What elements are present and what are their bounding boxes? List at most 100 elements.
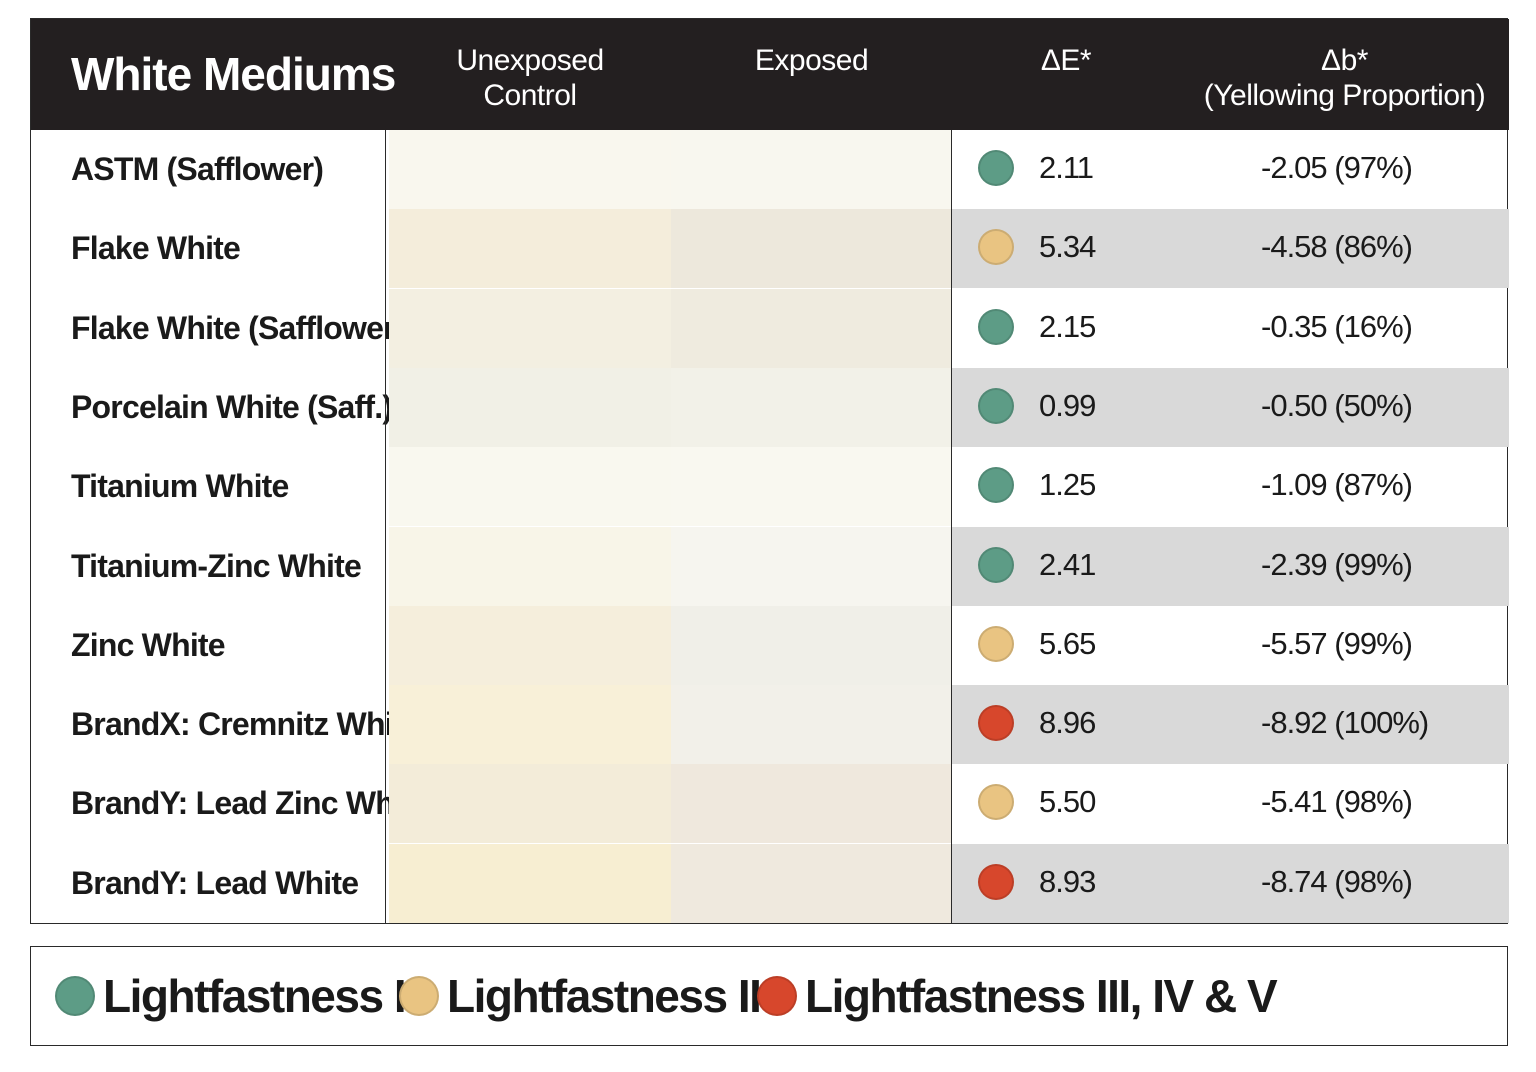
- table-row: Flake White (Safflower) 2.15 -0.35 (16%): [31, 288, 1509, 368]
- header-delta-b-line1: Δb*: [1321, 44, 1368, 77]
- lightfastness-dot: [978, 229, 1014, 266]
- medium-name: Zinc White: [71, 626, 226, 663]
- delta-b-value: -5.57 (99%): [1261, 625, 1413, 661]
- unexposed-swatch: [389, 209, 671, 289]
- medium-name: Flake White (Safflower): [71, 309, 405, 346]
- unexposed-swatch: [389, 526, 671, 606]
- row-data-background: [952, 843, 1509, 923]
- delta-e-value: 8.96: [1039, 705, 1096, 741]
- column-divider-names: [385, 130, 386, 923]
- table-header: White Mediums Unexposed Control Exposed …: [31, 19, 1509, 130]
- table-row: Titanium White 1.25 -1.09 (87%): [31, 447, 1509, 527]
- delta-e-value: 2.11: [1039, 150, 1094, 185]
- legend: Lightfastness I Lightfastness II Lightfa…: [30, 946, 1508, 1046]
- column-divider-swatches: [951, 130, 952, 923]
- header-exposed: Exposed: [671, 19, 952, 130]
- legend-label-lightfastness-3: Lightfastness III, IV & V: [805, 970, 1278, 1022]
- legend-item-lightfastness-3: Lightfastness III, IV & V: [757, 947, 1278, 1045]
- delta-e-value: 5.65: [1039, 625, 1096, 661]
- delta-b-value: -5.41 (98%): [1261, 784, 1413, 820]
- unexposed-swatch: [389, 447, 671, 527]
- lightfastness-dot: [978, 150, 1014, 186]
- lightfastness-dot: [978, 625, 1014, 662]
- lightfastness-dot: [978, 308, 1014, 345]
- row-data-background: [952, 685, 1509, 765]
- row-data-background: [952, 764, 1509, 843]
- header-unexposed-control: Unexposed Control: [389, 19, 671, 130]
- exposed-swatch: [671, 685, 952, 765]
- table-row: BrandX: Cremnitz White 8.96 -8.92 (100%): [31, 685, 1509, 765]
- delta-e-value: 2.41: [1039, 546, 1096, 582]
- unexposed-swatch: [389, 843, 671, 923]
- medium-name: BrandY: Lead Zinc White: [71, 785, 430, 822]
- exposed-swatch: [671, 843, 952, 923]
- delta-b-value: -1.09 (87%): [1261, 467, 1413, 503]
- table-row: BrandY: Lead White 8.93 -8.74 (98%): [31, 843, 1509, 923]
- table-row: BrandY: Lead Zinc White 5.50 -5.41 (98%): [31, 764, 1509, 844]
- delta-e-value: 0.99: [1039, 387, 1096, 423]
- row-data-background: [952, 289, 1509, 368]
- row-data-background: [952, 526, 1509, 606]
- delta-b-value: -2.05 (97%): [1261, 150, 1413, 185]
- exposed-swatch: [671, 130, 952, 209]
- table-row: ASTM (Safflower) 2.11 -2.05 (97%): [31, 130, 1509, 209]
- exposed-swatch: [671, 367, 952, 447]
- header-delta-e-label: ΔE*: [1040, 44, 1092, 77]
- legend-dot-lightfastness-2: [399, 976, 439, 1016]
- medium-name: BrandY: Lead White: [71, 864, 359, 901]
- header-unexposed-line2: Control: [483, 79, 577, 112]
- medium-name: Titanium-Zinc White: [71, 547, 362, 584]
- delta-e-value: 5.34: [1039, 229, 1096, 265]
- delta-e-value: 1.25: [1039, 467, 1096, 503]
- exposed-swatch: [671, 764, 952, 844]
- header-delta-b: Δb* (Yellowing Proportion): [1180, 19, 1509, 130]
- header-unexposed-line1: Unexposed: [456, 44, 604, 77]
- delta-b-value: -8.92 (100%): [1261, 705, 1429, 741]
- legend-dot-lightfastness-1: [55, 976, 95, 1016]
- table-row: Zinc White 5.65 -5.57 (99%): [31, 605, 1509, 685]
- exposed-swatch: [671, 605, 952, 685]
- legend-dot-lightfastness-3: [757, 976, 797, 1016]
- unexposed-swatch: [389, 367, 671, 447]
- table-row: Flake White 5.34 -4.58 (86%): [31, 209, 1509, 289]
- unexposed-swatch: [389, 764, 671, 844]
- exposed-swatch: [671, 526, 952, 606]
- delta-b-value: -0.35 (16%): [1261, 308, 1413, 344]
- lightfastness-dot: [978, 705, 1014, 742]
- lightfastness-dot: [978, 546, 1014, 583]
- exposed-swatch: [671, 288, 952, 368]
- row-data-background: [952, 367, 1509, 447]
- white-mediums-table: White Mediums Unexposed Control Exposed …: [30, 18, 1509, 924]
- unexposed-swatch: [389, 685, 671, 765]
- lightfastness-dot: [978, 784, 1014, 821]
- exposed-swatch: [671, 447, 952, 527]
- delta-e-value: 8.93: [1039, 863, 1096, 899]
- delta-b-value: -0.50 (50%): [1261, 387, 1413, 423]
- delta-e-value: 5.50: [1039, 784, 1096, 820]
- table-row: Porcelain White (Saff.) 0.99 -0.50 (50%): [31, 367, 1509, 447]
- lightfastness-dot: [978, 467, 1014, 504]
- lightfastness-dot: [978, 387, 1014, 424]
- legend-item-lightfastness-1: Lightfastness I: [55, 947, 407, 1045]
- unexposed-swatch: [389, 130, 671, 209]
- medium-name: BrandX: Cremnitz White: [71, 706, 420, 743]
- medium-name: Porcelain White (Saff.): [71, 388, 393, 425]
- lightfastness-dot: [978, 863, 1014, 900]
- exposed-swatch: [671, 209, 952, 289]
- medium-name: Titanium White: [71, 468, 289, 505]
- row-data-background: [952, 606, 1509, 685]
- unexposed-swatch: [389, 605, 671, 685]
- header-delta-b-line2: (Yellowing Proportion): [1203, 79, 1486, 112]
- legend-label-lightfastness-1: Lightfastness I: [103, 970, 407, 1022]
- medium-name: Flake White: [71, 230, 241, 267]
- table-title: White Mediums: [71, 48, 396, 100]
- table-row: Titanium-Zinc White 2.41 -2.39 (99%): [31, 526, 1509, 606]
- delta-b-value: -2.39 (99%): [1261, 546, 1413, 582]
- delta-e-value: 2.15: [1039, 308, 1096, 344]
- header-exposed-label: Exposed: [754, 44, 869, 77]
- legend-label-lightfastness-2: Lightfastness II: [447, 970, 762, 1022]
- row-data-background: [952, 130, 1509, 209]
- legend-item-lightfastness-2: Lightfastness II: [399, 947, 762, 1045]
- row-data-background: [952, 447, 1509, 526]
- unexposed-swatch: [389, 288, 671, 368]
